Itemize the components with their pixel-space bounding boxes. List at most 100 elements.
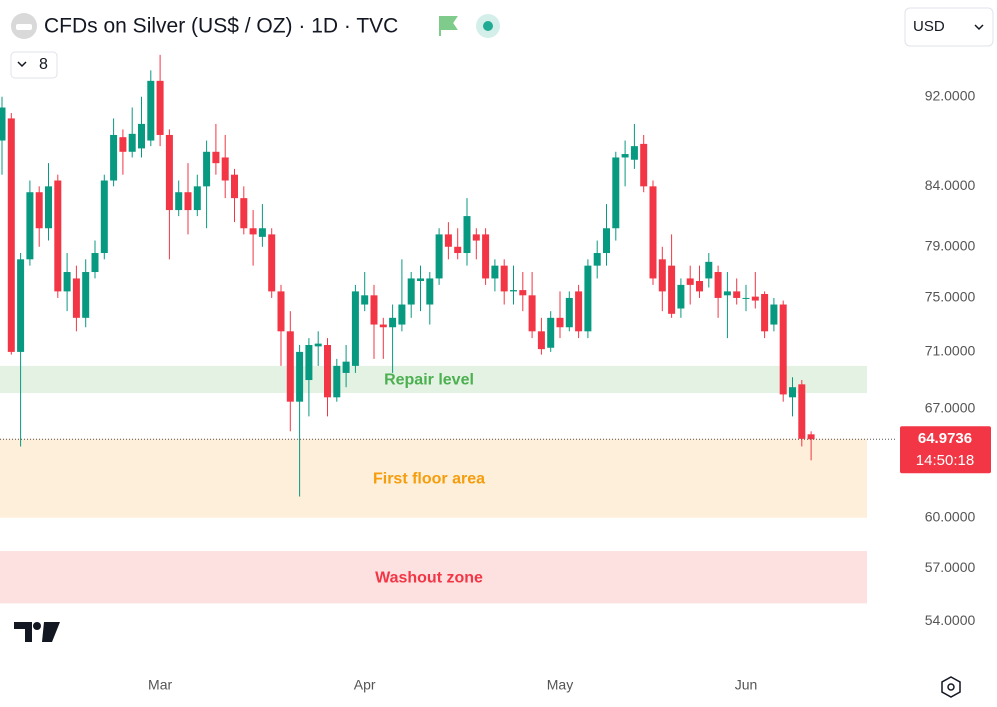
y-tick-label: 92.0000 [925, 87, 976, 103]
candle-body [789, 387, 796, 398]
candle-body [203, 151, 211, 187]
tv-logo [14, 622, 60, 642]
candle-body [565, 297, 573, 328]
candle-body [733, 291, 741, 298]
candle-body [612, 157, 620, 229]
x-tick-label: Apr [354, 677, 376, 693]
currency-selector[interactable] [904, 7, 994, 47]
candle-body [389, 317, 397, 328]
candle-body [296, 351, 304, 402]
flag-icon[interactable] [439, 16, 458, 36]
candle-body [696, 281, 703, 292]
candle-body [240, 198, 248, 229]
candle-body [193, 186, 201, 211]
candle-body [333, 365, 341, 398]
candle-body [649, 186, 657, 279]
candle-body [184, 192, 192, 211]
y-tick-label: 79.0000 [925, 237, 976, 253]
candle-body [435, 234, 443, 279]
settings-icon[interactable] [941, 676, 961, 698]
candle-body [761, 294, 769, 332]
plot: Repair level First floor area Washout zone… [0, 54, 991, 693]
candle-body [519, 290, 527, 296]
logo-dot [33, 622, 41, 630]
x-tick-label: Jun [735, 677, 758, 693]
candle-body [82, 272, 90, 318]
last-price-label: 64.9736 [918, 430, 972, 447]
zone-label: Repair level [384, 372, 474, 389]
candle-body [286, 331, 294, 402]
candle-body [500, 265, 508, 292]
candle-body [258, 228, 266, 237]
countdown-label: 14:50:18 [916, 452, 974, 469]
logo-shape [14, 622, 60, 642]
candle-body [640, 143, 648, 187]
candle-body [463, 216, 471, 254]
candle-body [342, 361, 350, 373]
candle-body [407, 278, 415, 305]
candle-body [630, 146, 638, 160]
candle-body [472, 234, 480, 241]
settings-icon-center [947, 683, 955, 691]
candle-body [482, 234, 490, 279]
indicator-toggle[interactable] [10, 51, 58, 79]
candle-body [593, 253, 601, 266]
candle-body [779, 304, 787, 395]
candle-body [156, 80, 164, 135]
candle-body [621, 154, 629, 158]
candle-body [807, 434, 815, 440]
y-tick-label: 71.0000 [925, 343, 976, 359]
candle-body [231, 174, 238, 199]
y-tick-label: 75.0000 [925, 289, 976, 305]
y-tick-label: 67.0000 [925, 400, 976, 416]
candle-body [603, 228, 610, 254]
candle-body [212, 151, 220, 164]
currency-label: USD [913, 18, 945, 35]
candle-body [705, 261, 713, 279]
zone-label: First floor area [373, 470, 485, 487]
candle-body [454, 246, 462, 254]
y-tick-label: 60.0000 [925, 508, 976, 524]
candle-body [91, 253, 99, 273]
candle-body [147, 80, 155, 141]
candle-body [370, 295, 378, 325]
candle-body [221, 157, 229, 181]
candle-body [417, 278, 424, 282]
symbol-title[interactable]: CFDs on Silver (US$ / OZ) · 1D · TVC [44, 15, 398, 38]
candle-body [72, 278, 80, 318]
x-tick-label: Mar [148, 677, 172, 693]
symbol-icon-bar [16, 24, 32, 30]
candle-body [128, 133, 136, 152]
header: CFDs on Silver (US$ / OZ) · 1D · TVC 8 U… [10, 7, 994, 79]
candle-body [26, 192, 34, 260]
candle-body [686, 278, 694, 285]
x-tick-label: May [547, 677, 573, 693]
candle-body [361, 295, 369, 305]
candle-body [658, 259, 666, 292]
last-price-badge [900, 426, 991, 474]
candle-body [277, 291, 285, 332]
candle-body [426, 278, 434, 305]
chevron [974, 24, 984, 31]
y-tick-label: 54.0000 [925, 612, 976, 628]
zone [0, 551, 867, 604]
y-tick-label: 84.0000 [925, 177, 976, 193]
candle-body [324, 344, 331, 398]
candle-body [510, 290, 517, 292]
candle-body [35, 192, 43, 229]
candle-body [444, 234, 452, 247]
candle-body [379, 324, 387, 328]
candle-body [0, 107, 6, 141]
candle-body [305, 344, 313, 381]
candle-body [547, 317, 555, 348]
candle-body [668, 265, 676, 314]
candle-body [398, 304, 406, 325]
candle-body [110, 134, 118, 181]
candle-body [584, 265, 592, 332]
candle-body [770, 304, 778, 325]
candle-body [714, 272, 722, 298]
candle-body [54, 180, 62, 292]
candle-body [138, 123, 145, 149]
candle-body [249, 228, 257, 235]
